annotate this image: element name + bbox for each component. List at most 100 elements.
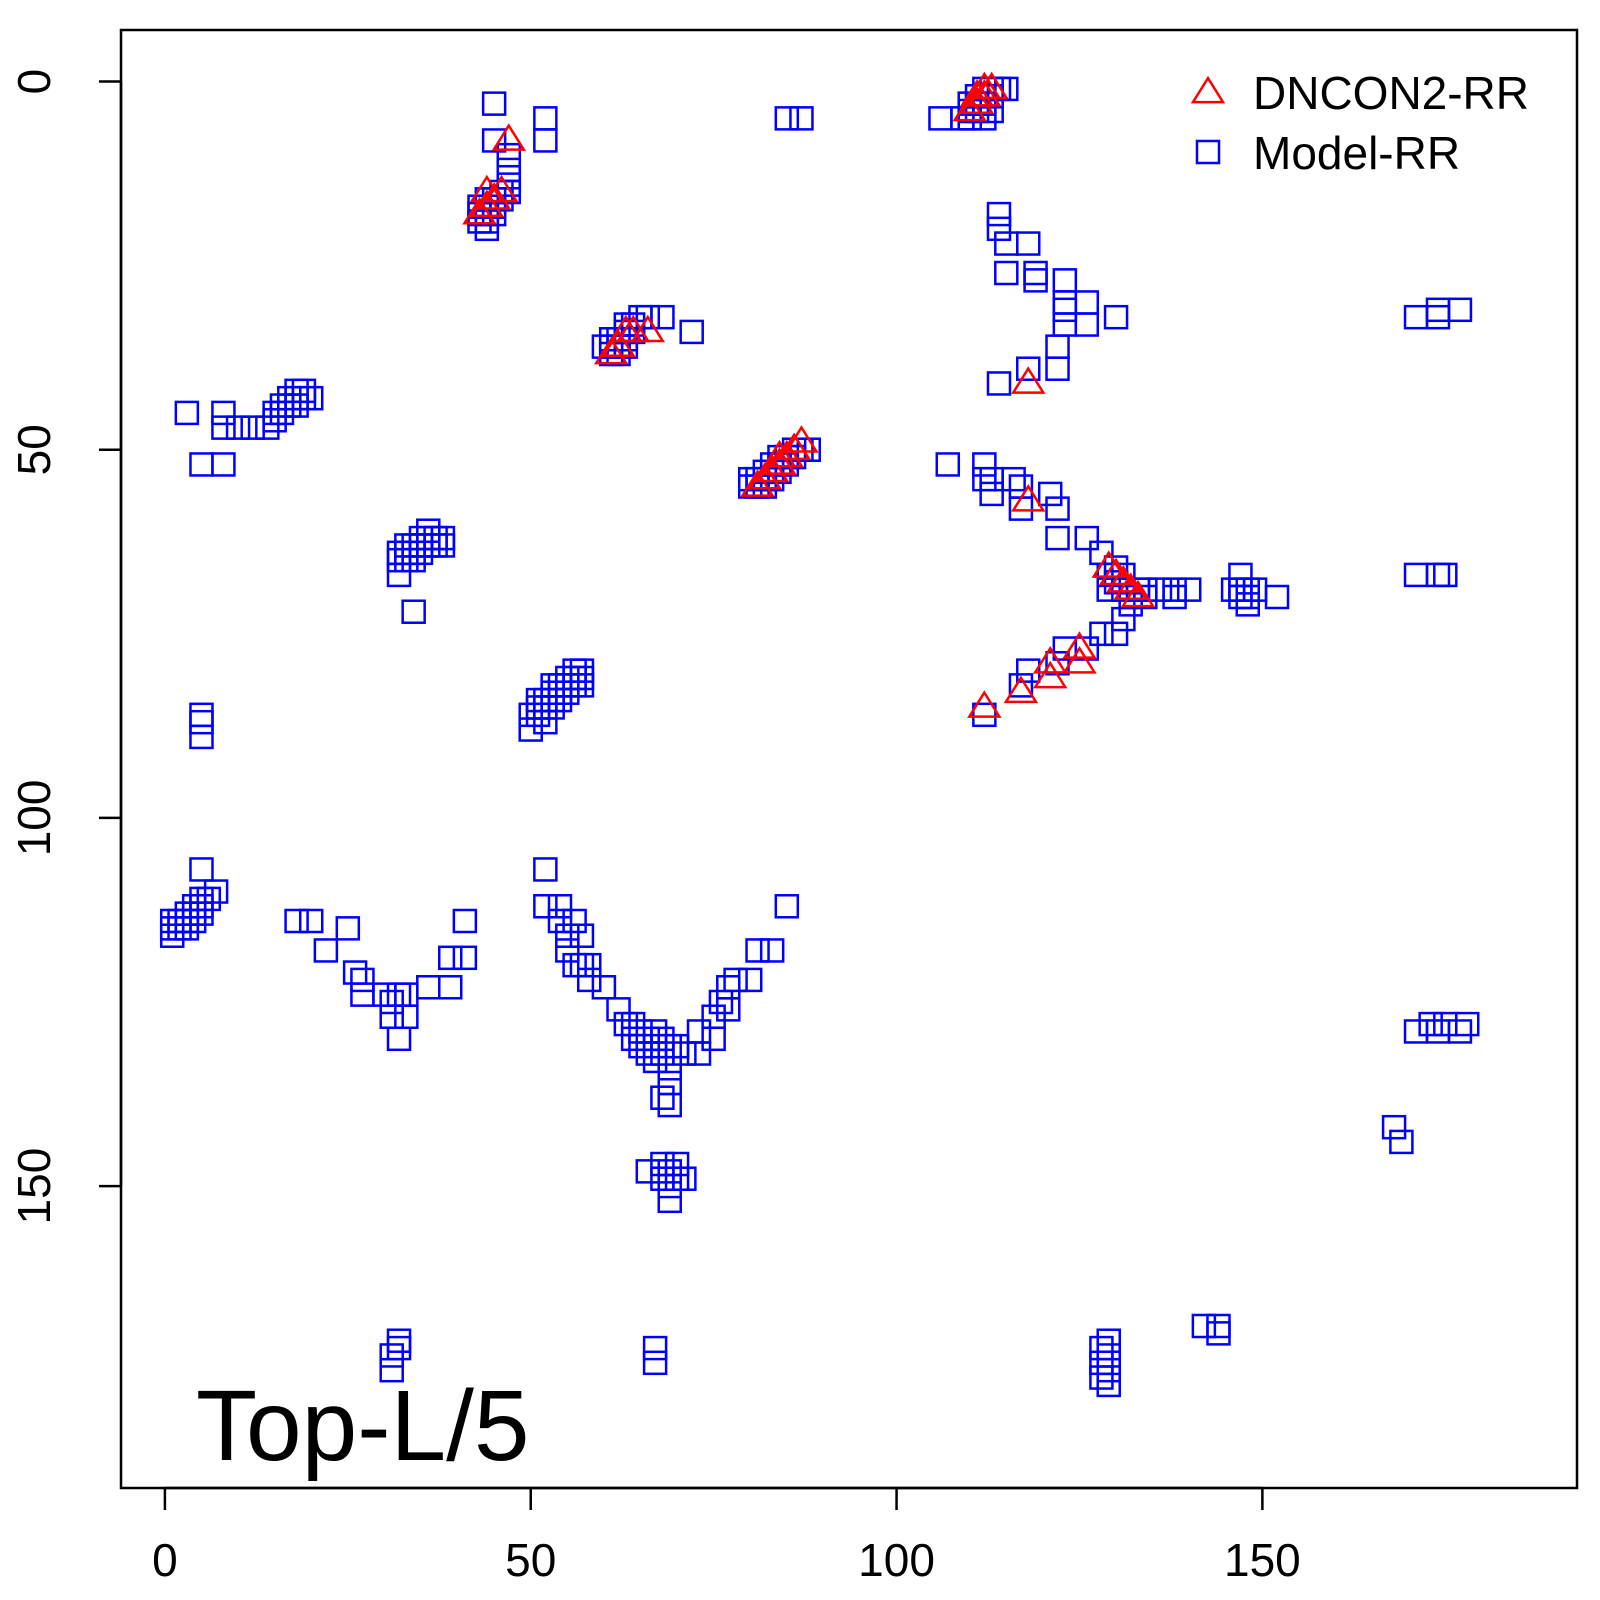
model-rr-point-125 bbox=[408, 533, 434, 558]
model-rr-point-262 bbox=[577, 952, 602, 978]
model-rr-point-271 bbox=[635, 1041, 661, 1066]
model-rr-point-158 bbox=[562, 673, 587, 698]
model-rr-point-98 bbox=[225, 415, 251, 440]
dncon2-rr-point-31 bbox=[1120, 579, 1156, 608]
model-rr-point-194 bbox=[1235, 577, 1261, 602]
model-rr-point-152 bbox=[547, 687, 573, 713]
panel-annotation: Top-L/5 bbox=[196, 1370, 530, 1482]
model-rr-point-326 bbox=[1433, 1011, 1458, 1037]
dncon2-rr-point-18 bbox=[784, 425, 819, 453]
model-rr-point-277 bbox=[657, 1033, 682, 1059]
model-rr-point-93 bbox=[1016, 356, 1041, 381]
model-rr-point-34 bbox=[620, 319, 646, 345]
legend: DNCON2-RR Model-RR bbox=[1190, 67, 1529, 179]
model-rr-point-251 bbox=[533, 857, 558, 882]
model-rr-point-286 bbox=[701, 1004, 726, 1029]
model-rr-point-97 bbox=[211, 415, 236, 440]
model-rr-point-134 bbox=[401, 599, 426, 624]
dncon2-rr-point-30 bbox=[1113, 572, 1148, 601]
model-rr-point-218 bbox=[167, 908, 192, 934]
model-rr-point-308 bbox=[386, 1328, 412, 1353]
model-rr-point-252 bbox=[533, 894, 558, 919]
model-rr-point-285 bbox=[686, 1041, 712, 1066]
model-rr-point-18 bbox=[481, 128, 507, 153]
model-rr-point-149 bbox=[540, 695, 565, 720]
model-rr-point-292 bbox=[737, 967, 763, 993]
model-rr-point-122 bbox=[401, 540, 426, 566]
y-tick-label-150: 150 bbox=[8, 1148, 60, 1225]
model-rr-point-120 bbox=[394, 547, 419, 573]
model-rr-point-301 bbox=[664, 1166, 690, 1191]
model-rr-point-141 bbox=[525, 695, 551, 720]
model-rr-point-78 bbox=[986, 216, 1012, 242]
model-rr-point-214 bbox=[1433, 562, 1458, 588]
model-rr-point-263 bbox=[591, 975, 617, 1000]
model-rr-point-84 bbox=[1052, 268, 1078, 293]
model-rr-point-300 bbox=[657, 1159, 682, 1184]
dncon2-rr-point-13 bbox=[754, 454, 790, 483]
model-rr-point-257 bbox=[562, 952, 587, 978]
model-rr-point-325 bbox=[1425, 1019, 1451, 1044]
model-rr-point-311 bbox=[1089, 1335, 1114, 1361]
dncon2-rr-point-34 bbox=[1032, 646, 1068, 674]
model-rr-point-321 bbox=[1381, 1114, 1407, 1140]
model-rr-point-230 bbox=[196, 886, 222, 912]
model-rr-point-238 bbox=[350, 982, 375, 1007]
model-rr-point-121 bbox=[401, 533, 426, 558]
model-rr-point-19 bbox=[481, 91, 507, 116]
dncon2-rr-point-3 bbox=[476, 182, 512, 210]
model-rr-point-267 bbox=[620, 1026, 646, 1052]
model-rr-point-293 bbox=[745, 938, 770, 963]
model-rr-point-231 bbox=[203, 879, 229, 904]
model-rr-point-272 bbox=[642, 1019, 668, 1044]
dncon2-rr-point-10 bbox=[630, 314, 666, 343]
model-rr-point-163 bbox=[972, 452, 997, 477]
dncon2-rr-point-17 bbox=[776, 432, 812, 461]
model-rr-point-81 bbox=[994, 260, 1019, 286]
model-rr-point-135 bbox=[189, 702, 214, 728]
model-rr-point-38 bbox=[679, 319, 704, 345]
model-rr-point-99 bbox=[240, 415, 265, 440]
legend-triangle-marker bbox=[1190, 75, 1226, 104]
model-rr-point-116 bbox=[386, 547, 412, 573]
model-rr-point-94 bbox=[986, 371, 1012, 396]
model-rr-point-309 bbox=[642, 1335, 668, 1361]
model-rr-point-119 bbox=[394, 540, 419, 566]
model-rr-point-192 bbox=[1228, 577, 1253, 602]
model-rr-point-208 bbox=[1403, 304, 1429, 330]
model-rr-point-203 bbox=[1016, 658, 1041, 683]
model-rr-point-102 bbox=[262, 408, 287, 433]
model-rr-point-79 bbox=[994, 231, 1019, 256]
dncon2-rr-point-27 bbox=[1091, 550, 1126, 578]
model-rr-point-248 bbox=[437, 975, 463, 1000]
model-rr-point-316 bbox=[1096, 1357, 1121, 1383]
dncon2-rr-point-24 bbox=[974, 71, 1009, 100]
model-rr-point-254 bbox=[547, 908, 573, 934]
model-rr-point-166 bbox=[979, 481, 1004, 507]
model-rr-point-220 bbox=[174, 901, 200, 926]
model-rr-point-236 bbox=[342, 960, 368, 985]
model-rr-point-138 bbox=[518, 702, 543, 728]
model-rr-point-216 bbox=[159, 916, 185, 941]
model-rr-point-223 bbox=[181, 894, 207, 919]
model-rr-point-143 bbox=[533, 687, 558, 713]
model-rr-point-273 bbox=[642, 1033, 668, 1059]
y-tick-label-50: 50 bbox=[8, 424, 60, 475]
model-rr-point-185 bbox=[1133, 584, 1158, 610]
model-rr-point-106 bbox=[277, 393, 302, 418]
model-rr-point-213 bbox=[1425, 562, 1451, 588]
model-rr-point-160 bbox=[569, 665, 595, 691]
model-rr-point-226 bbox=[189, 857, 214, 882]
model-rr-point-161 bbox=[569, 673, 595, 698]
model-rr-point-228 bbox=[189, 894, 214, 919]
model-rr-point-239 bbox=[372, 982, 397, 1007]
model-rr-point-21 bbox=[533, 128, 558, 153]
model-rr-point-249 bbox=[452, 908, 478, 934]
model-rr-point-186 bbox=[1147, 577, 1173, 602]
model-rr-point-314 bbox=[1096, 1328, 1121, 1353]
plot-frame bbox=[119, 28, 1579, 1490]
model-rr-point-165 bbox=[979, 466, 1004, 492]
model-rr-point-146 bbox=[540, 673, 565, 698]
y-tick-label-0: 0 bbox=[8, 69, 60, 95]
model-rr-point-36 bbox=[635, 304, 661, 330]
